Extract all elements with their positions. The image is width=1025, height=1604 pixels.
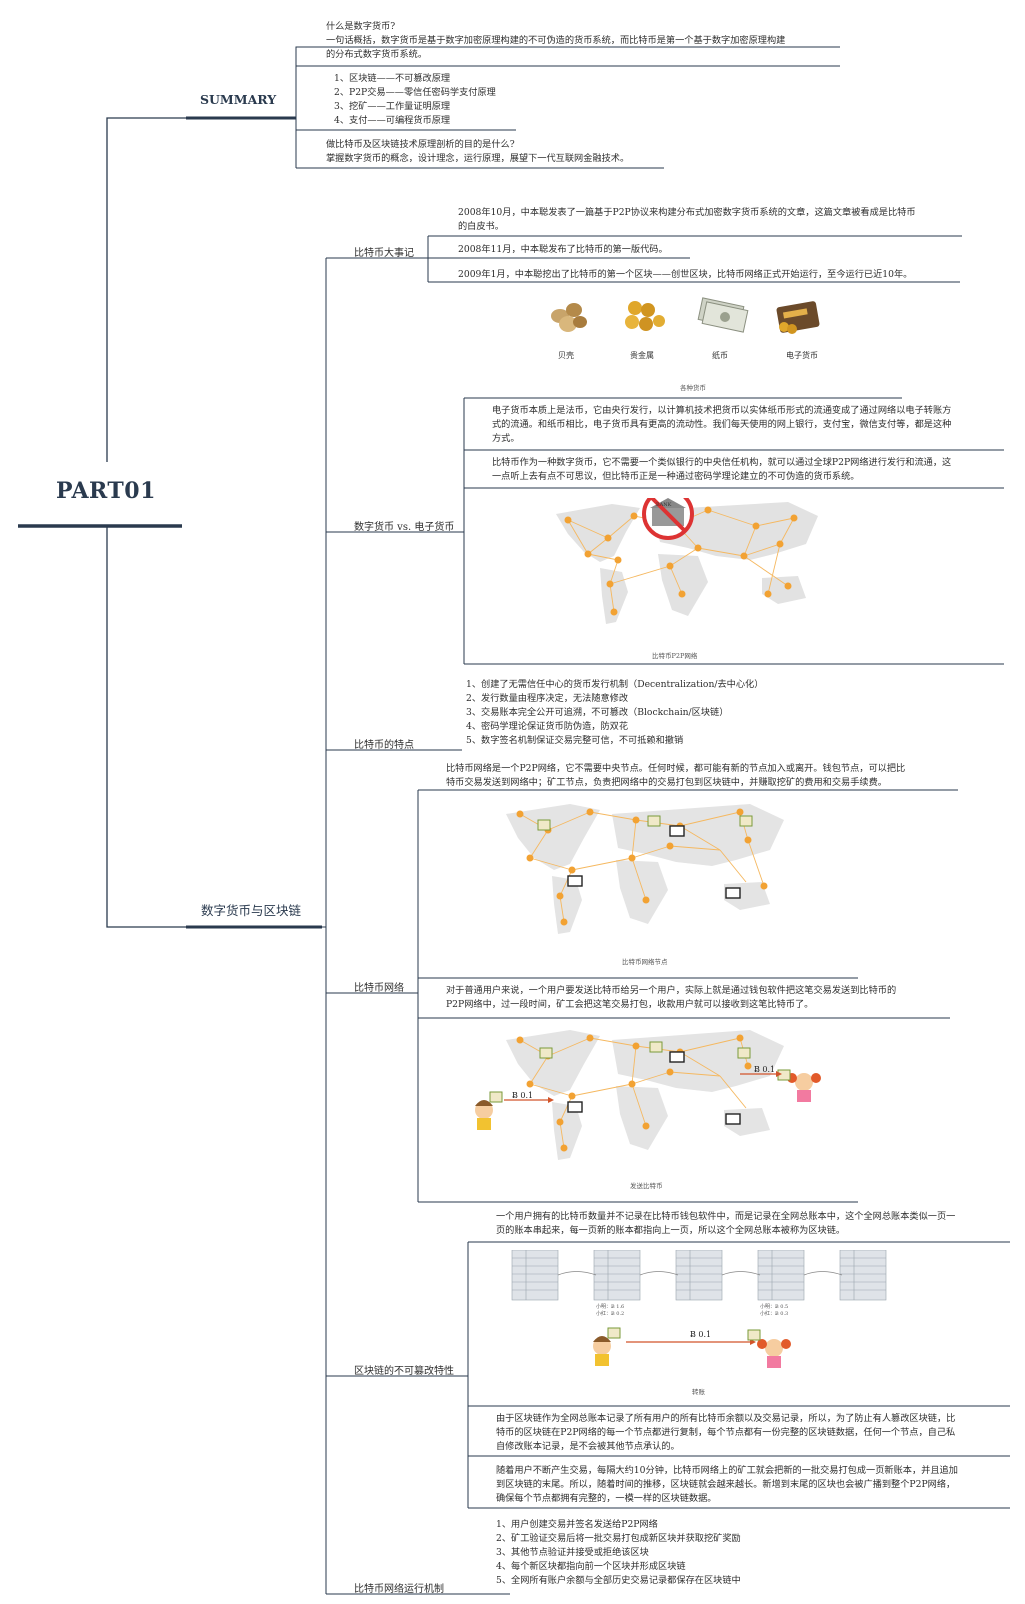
sender-user-icon <box>593 1327 621 1366</box>
immutable-paragraph-2: 随着用户不断产生交易，每隔大约10分钟，比特币网络上的矿工就会把新的一批交易打包… <box>496 1465 958 1504</box>
summary-question-1: 什么是数字货币? 一句话概括，数字货币是基于数字加密原理构建的不可伪造的货币系统，… <box>326 21 786 60</box>
icons-caption: 各种货币 <box>680 384 706 392</box>
ledger-pages <box>511 1250 887 1301</box>
network-nodes-map <box>506 804 784 934</box>
list-item: 2、发行数量由程序决定，无法随意修改 <box>466 693 629 704</box>
immutable-paragraph-1: 由于区块链作为全网总账本记录了所有用户的所有比特币余额以及交易记录，所以，为了防… <box>496 1413 956 1452</box>
ledger-note: 小明：Ƀ 0.5 小红：Ƀ 0.3 <box>760 1304 789 1317</box>
branch-features[interactable]: 比特币的特点 <box>354 740 414 751</box>
currency-paragraph-2: 比特币作为一种数字货币，它不需要一个类似银行的中央信任机构，就可以通过全球P2P… <box>492 457 952 482</box>
list-item: 2、矿工验证交易后将一批交易打包成新区块并获取挖矿奖励 <box>496 1533 741 1544</box>
chain-links <box>557 1271 843 1276</box>
branch-mechanism[interactable]: 比特币网络运行机制 <box>354 1584 444 1595</box>
banknote-icon <box>697 297 749 333</box>
list-item: 2、P2P交易——零信任密码学支付原理 <box>334 87 496 98</box>
list-item: 1、区块链——不可篡改原理 <box>334 73 451 84</box>
icon-label-paper: 纸币 <box>712 351 728 360</box>
icon-label-emoney: 电子货币 <box>786 351 818 360</box>
branch-currency[interactable]: 数字货币 vs. 电子货币 <box>354 522 455 533</box>
icon-label-gold: 贵金属 <box>630 351 654 360</box>
icon-label-shell: 贝壳 <box>558 351 574 360</box>
map-caption: 发送比特币 <box>630 1182 663 1190</box>
list-item: 4、密码学理论保证货币防伪造，防双花 <box>466 721 629 732</box>
sender-user-icon <box>475 1091 503 1130</box>
summary-title[interactable]: SUMMARY <box>200 92 277 107</box>
gold-coins-icon <box>625 301 665 331</box>
blockchain-diagram <box>511 1250 887 1368</box>
amount-label: Ƀ 0.1 <box>754 1065 776 1074</box>
transfer-caption: 转账 <box>692 1388 705 1396</box>
event-item: 2009年1月，中本聪挖出了比特币的第一个区块——创世区块，比特币网络正式开始运… <box>458 269 913 280</box>
event-item: 2008年10月，中本聪发表了一篇基于P2P协议来构建分布式加密数字货币系统的文… <box>458 207 916 232</box>
receiver-user-icon <box>777 1069 821 1102</box>
network-paragraph-1: 比特币网络是一个P2P网络，它不需要中央节点。任何时候，都可能有新的节点加入或离… <box>446 763 906 788</box>
branch-network[interactable]: 比特币网络 <box>354 983 404 994</box>
wallet-node-icons <box>537 815 753 831</box>
branch-events[interactable]: 比特币大事记 <box>354 248 414 259</box>
currency-paragraph-1: 电子货币本质上是法币，它由央行发行，以计算机技术把货币以实体纸币形式的流通变成了… <box>492 405 952 444</box>
map-nodes <box>564 506 798 616</box>
p2p-map: BANK <box>556 498 818 624</box>
amount-label: Ƀ 0.1 <box>512 1091 534 1100</box>
list-item: 3、交易账本完全公开可追溯，不可篡改（Blockchain/区块链） <box>466 707 729 718</box>
no-bank-icon <box>642 498 694 540</box>
ledger-note: 小明：Ƀ 1.6 小红：Ƀ 0.2 <box>596 1304 625 1317</box>
root-node[interactable]: PART01 <box>56 478 156 504</box>
map-caption: 比特币P2P网络 <box>652 652 698 660</box>
bank-text: BANK <box>656 502 672 508</box>
event-item: 2008年11月，中本聪发布了比特币的第一版代码。 <box>458 244 668 255</box>
electronic-money-icon <box>776 301 820 334</box>
amount-label: Ƀ 0.1 <box>690 1330 712 1339</box>
shell-icon <box>551 303 587 332</box>
list-item: 1、用户创建交易并签名发送给P2P网络 <box>496 1519 658 1530</box>
miner-node-icons <box>567 825 741 899</box>
immutable-paragraph-0: 一个用户拥有的比特币数量并不记录在比特币钱包软件中，而是记录在全网总账本中，这个… <box>496 1211 956 1236</box>
network-paragraph-2: 对于普通用户来说，一个用户要发送比特币给另一个用户，实际上就是通过钱包软件把这笔… <box>446 985 897 1010</box>
list-item: 1、创建了无需信任中心的货币发行机制（Decentralization/去中心化… <box>466 679 764 690</box>
features-list: 1、创建了无需信任中心的货币发行机制（Decentralization/去中心化… <box>466 678 763 748</box>
branch-immutable[interactable]: 区块链的不可篡改特性 <box>354 1366 454 1377</box>
summary-list: 1、区块链——不可篡改原理 2、P2P交易——零信任密码学支付原理 3、挖矿——… <box>334 72 496 128</box>
list-item: 5、数字签名机制保证交易完整可信，不可抵赖和撤销 <box>466 735 684 746</box>
list-item: 4、每个新区块都指向前一个区块并形成区块链 <box>496 1561 686 1572</box>
send-bitcoin-map <box>475 1030 821 1160</box>
receiver-user-icon <box>747 1329 791 1368</box>
summary-question-2: 做比特币及区块链技术原理剖析的目的是什么? 掌握数字货币的概念，设计理念，运行原理… <box>326 139 630 164</box>
map-caption: 比特币网络节点 <box>622 958 668 966</box>
currency-icons <box>551 297 820 334</box>
list-item: 4、支付——可编程货币原理 <box>334 115 451 126</box>
list-item: 3、挖矿——工作量证明原理 <box>334 101 451 112</box>
main-branch-title[interactable]: 数字货币与区块链 <box>201 903 302 918</box>
list-item: 5、全网所有账户余额与全部历史交易记录都保存在区块链中 <box>496 1575 741 1586</box>
list-item: 3、其他节点验证并接受或拒绝该区块 <box>496 1547 649 1558</box>
mechanism-list: 1、用户创建交易并签名发送给P2P网络 2、矿工验证交易后将一批交易打包成新区块… <box>496 1518 741 1588</box>
